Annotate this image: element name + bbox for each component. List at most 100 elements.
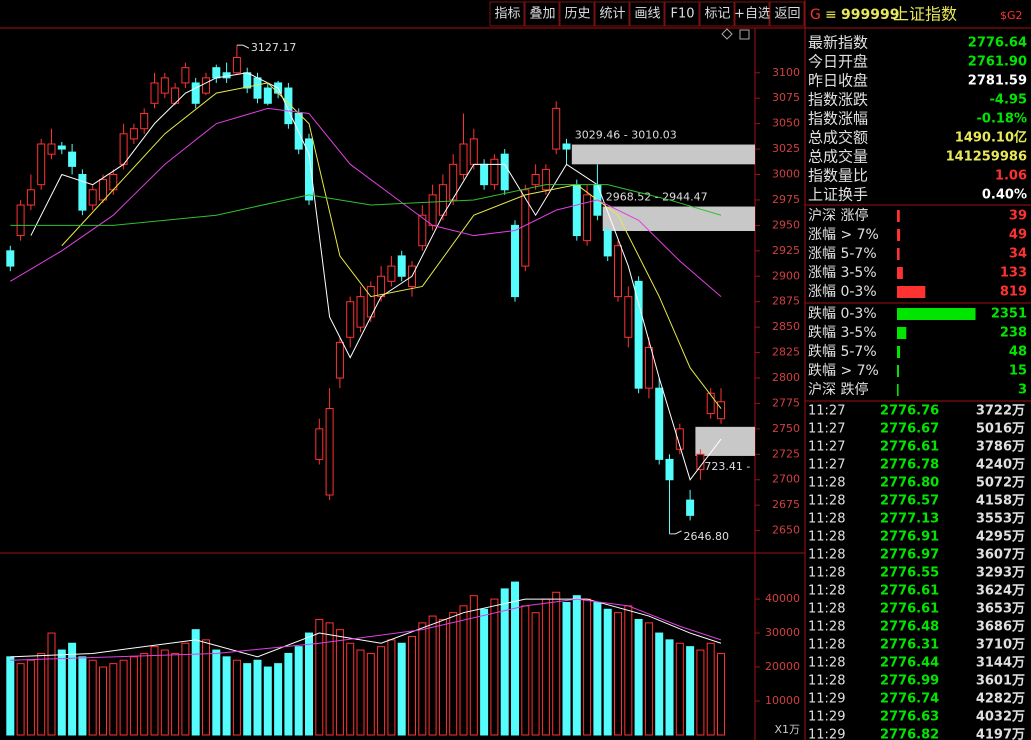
breadth-bar <box>897 267 903 279</box>
stat-label: 上证换手 <box>808 186 868 204</box>
volume-bar <box>366 652 375 736</box>
toolbar-button[interactable] <box>559 1 595 27</box>
toolbar-label[interactable]: 返回 <box>774 7 800 22</box>
candle-body <box>47 143 56 155</box>
y-tick-label: 10000 <box>765 694 800 707</box>
toolbar-button[interactable] <box>594 1 630 27</box>
tick-volume: 3601万 <box>976 674 1025 689</box>
candle-body <box>140 112 149 130</box>
candle-body <box>78 174 87 211</box>
tick-volume: 4282万 <box>976 692 1025 707</box>
tick-time: 11:28 <box>808 602 845 617</box>
toolbar-button[interactable] <box>699 1 735 27</box>
toolbar-label[interactable]: 画线 <box>634 7 660 22</box>
candle-body <box>315 428 324 460</box>
toolbar-label[interactable]: +自选 <box>734 7 771 22</box>
tick-time: 11:27 <box>808 422 845 437</box>
stat-label: 总成交量 <box>808 148 868 166</box>
volume-bar <box>99 666 108 736</box>
volume-bar <box>88 659 97 736</box>
volume-bar <box>428 615 437 736</box>
y-tick-label: 2800 <box>772 371 800 384</box>
candle-body <box>202 77 211 94</box>
candle-body <box>263 87 272 104</box>
toolbar-label[interactable]: 指标 <box>494 7 520 22</box>
y-tick-label: 3075 <box>772 91 800 104</box>
toolbar-label[interactable]: 标记 <box>704 7 730 22</box>
stat-label: 总成交额 <box>808 129 868 147</box>
y-tick-label: 2975 <box>772 193 800 206</box>
candle-body <box>191 82 200 104</box>
breadth-bar <box>897 229 901 241</box>
tick-price: 2776.61 <box>880 584 939 599</box>
toolbar-button[interactable] <box>629 1 665 27</box>
tick-time: 11:28 <box>808 584 845 599</box>
toolbar-label[interactable]: 统计 <box>599 7 625 22</box>
volume-bar <box>305 632 314 736</box>
toolbar-label[interactable]: 历史 <box>564 7 590 22</box>
candle-body <box>562 143 571 150</box>
tick-price: 2776.31 <box>880 638 939 653</box>
volume-bar <box>624 605 633 736</box>
gap-box <box>571 144 755 165</box>
moving-average <box>10 598 722 658</box>
tick-volume: 3722万 <box>976 404 1025 419</box>
stat-label: 指数涨跌 <box>808 91 868 109</box>
header-menu: ≡ <box>825 7 837 23</box>
volume-bar <box>325 622 334 736</box>
candle-body <box>583 194 592 242</box>
moving-average <box>10 107 722 297</box>
candle-body <box>6 250 15 267</box>
y-tick-label: 20000 <box>765 660 800 673</box>
candle-body <box>541 168 550 191</box>
icon <box>739 29 750 40</box>
candle-body <box>614 245 623 298</box>
y-tick-label: 3000 <box>772 168 800 181</box>
volume-bar <box>346 642 355 736</box>
stat-value: -0.18% <box>977 112 1028 127</box>
breadth-count: 133 <box>1000 266 1027 281</box>
tick-volume: 5072万 <box>976 476 1025 491</box>
stat-value: 2781.59 <box>968 74 1027 89</box>
breadth-label: 涨幅 > 7% <box>808 227 879 243</box>
candle-body <box>675 428 684 450</box>
toolbar-label[interactable]: 叠加 <box>529 7 555 22</box>
toolbar-label[interactable]: F10 <box>670 7 694 22</box>
candle-body <box>181 67 190 84</box>
candle-body <box>68 151 77 167</box>
breadth-bar <box>897 308 976 320</box>
candle-body <box>305 138 314 201</box>
tick-volume: 4197万 <box>976 728 1025 740</box>
tick-volume: 3144万 <box>976 656 1025 671</box>
toolbar-button[interactable] <box>734 1 770 27</box>
toolbar-button[interactable] <box>664 1 700 27</box>
gap-label: 2723.41 - <box>697 460 750 473</box>
volume-bar <box>356 649 365 736</box>
volume-bar <box>26 659 35 736</box>
stat-label: 昨日收盘 <box>808 72 868 90</box>
volume-bar <box>593 601 602 736</box>
y-tick-label: 2775 <box>772 396 800 409</box>
y-tick-label: 2925 <box>772 244 800 257</box>
candle-body <box>99 179 108 201</box>
volume-bar <box>686 646 695 736</box>
volume-bar <box>562 601 571 736</box>
candle-body <box>397 255 406 277</box>
toolbar-button[interactable] <box>489 1 525 27</box>
volume-bar <box>480 608 489 736</box>
tick-price: 2776.99 <box>880 674 939 689</box>
moving-average <box>61 82 722 409</box>
toolbar-button[interactable] <box>524 1 560 27</box>
volume-bar <box>552 591 561 736</box>
breadth-label: 涨幅 3-5% <box>808 265 877 281</box>
tick-price: 2776.57 <box>880 494 939 509</box>
candle-body <box>428 194 437 226</box>
y-tick-label: 2750 <box>772 422 800 435</box>
volume-bar <box>459 605 468 736</box>
tick-price: 2776.61 <box>880 602 939 617</box>
volume-bar <box>469 595 478 736</box>
toolbar-button[interactable] <box>769 1 805 27</box>
volume-bar <box>212 649 221 736</box>
volume-bar <box>232 659 241 736</box>
tick-volume: 5016万 <box>976 422 1025 437</box>
